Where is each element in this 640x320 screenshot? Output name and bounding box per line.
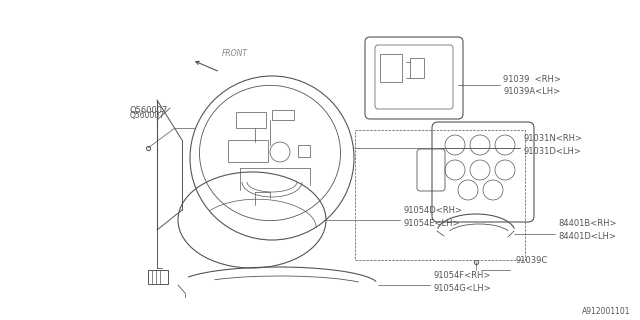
Text: A912001101: A912001101 bbox=[582, 307, 630, 316]
Text: 91031D<LH>: 91031D<LH> bbox=[523, 147, 581, 156]
Bar bbox=[380, 54, 402, 82]
Text: 91054G<LH>: 91054G<LH> bbox=[433, 284, 491, 293]
Text: 91031N<RH>: 91031N<RH> bbox=[523, 134, 582, 143]
Text: FRONT: FRONT bbox=[222, 49, 248, 58]
Bar bbox=[298, 145, 310, 157]
Text: 91039A<LH>: 91039A<LH> bbox=[503, 87, 560, 97]
Text: 91039  <RH>: 91039 <RH> bbox=[503, 76, 561, 84]
Text: Q560007: Q560007 bbox=[130, 106, 168, 115]
Bar bbox=[272, 110, 294, 120]
Bar bbox=[410, 58, 424, 78]
Text: 84401D<LH>: 84401D<LH> bbox=[558, 232, 616, 241]
Text: Q560007: Q560007 bbox=[130, 111, 165, 120]
Text: 91054F<RH>: 91054F<RH> bbox=[433, 271, 490, 280]
Text: 91054E<LH>: 91054E<LH> bbox=[403, 219, 460, 228]
Text: 84401B<RH>: 84401B<RH> bbox=[558, 219, 616, 228]
Text: 91039C: 91039C bbox=[515, 256, 547, 265]
Bar bbox=[228, 140, 268, 162]
Text: 91054D<RH>: 91054D<RH> bbox=[403, 206, 462, 215]
Bar bbox=[236, 112, 266, 128]
Bar bbox=[355, 130, 525, 260]
